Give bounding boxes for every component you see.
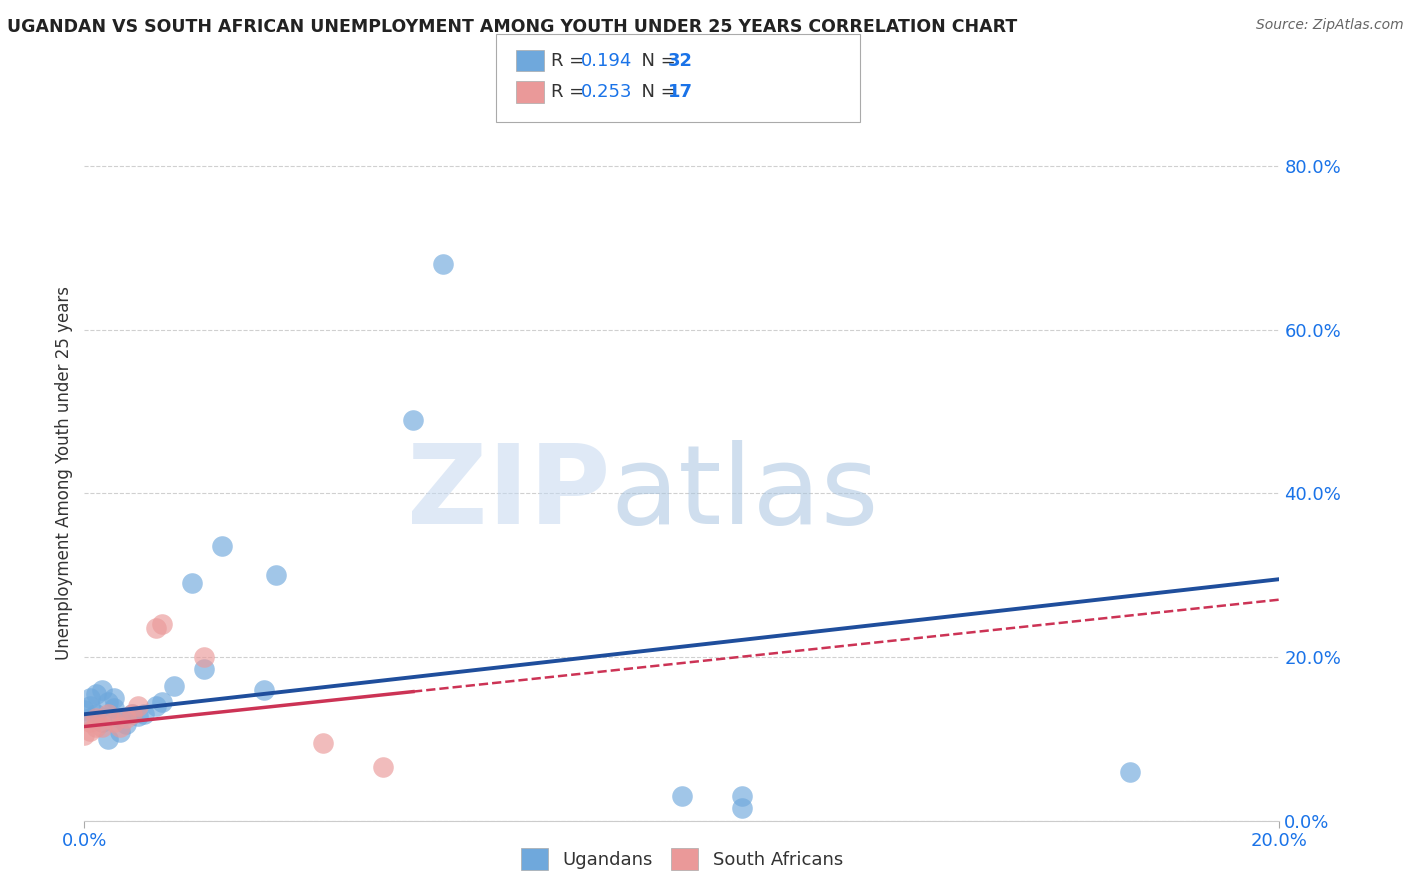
- Point: [731, 789, 754, 803]
- Point: [110, 725, 132, 739]
- Point: [127, 699, 149, 714]
- Point: [86, 687, 108, 701]
- Point: [312, 736, 335, 750]
- Point: [150, 617, 173, 632]
- Point: [432, 257, 454, 271]
- Point: [79, 699, 101, 714]
- Point: [86, 719, 108, 733]
- Text: 32: 32: [668, 52, 693, 70]
- Point: [1119, 764, 1142, 779]
- Point: [193, 662, 215, 676]
- Point: [145, 621, 167, 635]
- Text: ZIP: ZIP: [406, 440, 610, 547]
- Y-axis label: Unemployment Among Youth under 25 years: Unemployment Among Youth under 25 years: [55, 285, 73, 660]
- Point: [121, 707, 143, 722]
- Point: [264, 568, 287, 582]
- Point: [671, 789, 693, 803]
- Point: [402, 412, 425, 426]
- Point: [86, 711, 108, 725]
- Point: [103, 690, 125, 705]
- Text: N =: N =: [630, 83, 682, 101]
- Point: [115, 711, 138, 725]
- Point: [73, 703, 96, 717]
- Point: [73, 728, 96, 742]
- Point: [132, 707, 156, 722]
- Point: [97, 695, 120, 709]
- Legend: Ugandans, South Africans: Ugandans, South Africans: [513, 841, 851, 878]
- Point: [86, 707, 108, 722]
- Point: [103, 715, 125, 730]
- Point: [115, 717, 138, 731]
- Point: [79, 711, 101, 725]
- Point: [91, 715, 114, 730]
- Point: [79, 723, 101, 738]
- Text: UGANDAN VS SOUTH AFRICAN UNEMPLOYMENT AMONG YOUTH UNDER 25 YEARS CORRELATION CHA: UGANDAN VS SOUTH AFRICAN UNEMPLOYMENT AM…: [7, 18, 1018, 36]
- Text: R =: R =: [551, 83, 591, 101]
- Text: atlas: atlas: [610, 440, 879, 547]
- Point: [253, 682, 276, 697]
- Point: [97, 731, 120, 746]
- Point: [193, 649, 215, 664]
- Point: [79, 690, 101, 705]
- Point: [163, 679, 186, 693]
- Point: [150, 695, 173, 709]
- Text: 0.253: 0.253: [581, 83, 633, 101]
- Point: [91, 719, 114, 733]
- Point: [110, 719, 132, 733]
- Point: [211, 540, 233, 554]
- Point: [91, 682, 114, 697]
- Text: N =: N =: [630, 52, 682, 70]
- Text: Source: ZipAtlas.com: Source: ZipAtlas.com: [1256, 18, 1403, 32]
- Point: [145, 699, 167, 714]
- Text: 0.194: 0.194: [581, 52, 633, 70]
- Point: [79, 715, 101, 730]
- Text: 17: 17: [668, 83, 693, 101]
- Point: [371, 760, 394, 774]
- Point: [180, 576, 204, 591]
- Point: [127, 709, 149, 723]
- Point: [121, 707, 143, 722]
- Point: [110, 711, 132, 725]
- Text: R =: R =: [551, 52, 591, 70]
- Point: [731, 801, 754, 815]
- Point: [97, 707, 120, 722]
- Point: [103, 700, 125, 714]
